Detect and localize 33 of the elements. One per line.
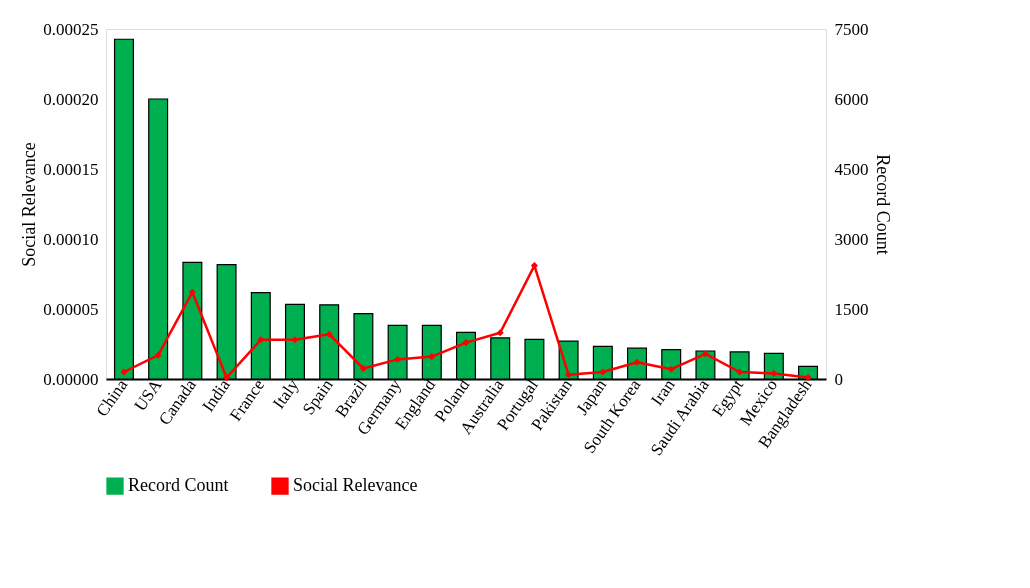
point bbox=[565, 371, 573, 379]
y2-tick-label: 3000 bbox=[834, 229, 869, 249]
x-tick-label: Iran bbox=[647, 375, 679, 410]
y2-tick-label: 0 bbox=[834, 369, 843, 389]
point bbox=[394, 355, 402, 363]
legend-label: Record Count bbox=[128, 475, 229, 496]
y2-tick-label: 7500 bbox=[834, 19, 869, 39]
point bbox=[154, 351, 162, 359]
y-tick-label: 0.00020 bbox=[43, 89, 99, 109]
point bbox=[257, 336, 265, 344]
point bbox=[120, 368, 128, 376]
y2-tick-label: 1500 bbox=[834, 299, 869, 319]
legend-label: Social Relevance bbox=[293, 475, 418, 496]
point bbox=[599, 368, 607, 376]
y-tick-label: 0.00025 bbox=[43, 19, 99, 39]
point bbox=[428, 353, 436, 361]
point bbox=[325, 330, 333, 338]
point bbox=[770, 369, 778, 377]
y-axis-title: Social Relevance bbox=[19, 142, 40, 267]
y-tick-label: 0.00005 bbox=[43, 299, 99, 319]
point bbox=[701, 350, 709, 358]
y-tick-label: 0.00000 bbox=[43, 369, 99, 389]
point bbox=[667, 365, 675, 373]
point bbox=[496, 329, 504, 337]
point bbox=[462, 339, 470, 347]
y2-axis-title: Record Count bbox=[872, 154, 893, 255]
y-tick-label: 0.00015 bbox=[43, 159, 99, 179]
point bbox=[359, 364, 367, 373]
point bbox=[188, 288, 196, 296]
y2-tick-label: 4500 bbox=[834, 159, 869, 179]
y-tick-label: 0.00010 bbox=[43, 229, 99, 249]
y2-tick-label: 6000 bbox=[834, 89, 869, 109]
point bbox=[291, 336, 299, 344]
